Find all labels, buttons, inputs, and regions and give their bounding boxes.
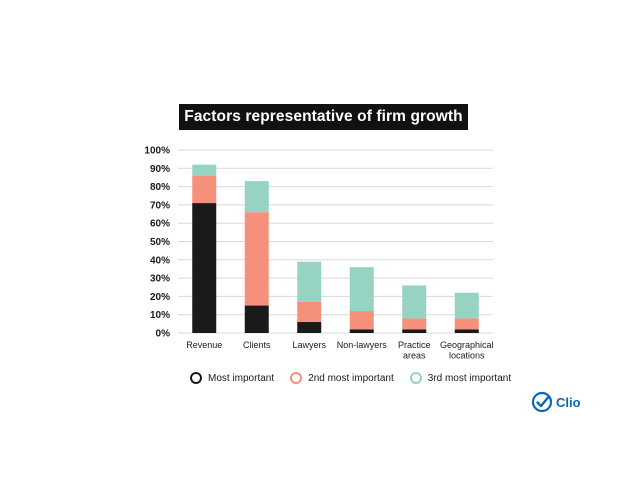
legend-item-most-important: Most important (190, 372, 274, 384)
bar-segment (454, 329, 479, 333)
legend-marker-2nd-most-important (290, 372, 303, 384)
x-category-label: Clients (243, 340, 271, 350)
y-tick-label: 30% (150, 274, 170, 285)
bar-segment (192, 175, 217, 204)
bar-segment (297, 301, 322, 323)
legend-item-2nd-most-important: 2nd most important (290, 372, 394, 384)
y-tick-label: 80% (150, 182, 170, 193)
legend-marker-most-important (190, 372, 202, 384)
x-category-label: Non-lawyers (337, 340, 388, 350)
chart-legend: Most important 2nd most important 3rd mo… (190, 370, 527, 386)
y-tick-label: 60% (150, 219, 170, 230)
bar-segment (402, 329, 427, 333)
bar-segment (244, 212, 269, 306)
legend-label: 3rd most important (427, 372, 512, 384)
x-category-label: Lawyers (292, 340, 326, 350)
legend-marker-3rd-most-important (409, 372, 422, 384)
y-tick-label: 0% (156, 329, 171, 340)
y-tick-label: 90% (150, 164, 170, 175)
x-category-label: locations (449, 351, 485, 361)
bar-segment (192, 203, 217, 333)
clio-logo: Clio (531, 391, 581, 413)
legend-label: Most important (208, 372, 275, 384)
bar-segment (192, 164, 217, 176)
bar-segment (402, 285, 427, 319)
y-tick-label: 20% (150, 292, 170, 303)
bar-segment (454, 292, 479, 319)
logo-wordmark: Clio (556, 394, 581, 410)
y-tick-label: 40% (150, 255, 170, 266)
y-tick-label: 100% (144, 146, 170, 157)
legend-label: 2nd most important (308, 372, 394, 384)
bar-segment (349, 329, 374, 333)
bar-segment (402, 318, 427, 330)
x-category-label: areas (403, 351, 426, 361)
chart-title: Factors representative of firm growth (179, 104, 468, 130)
x-category-label: Practice (398, 340, 431, 350)
x-category-label: Revenue (186, 340, 222, 350)
legend-item-3rd-most-important: 3rd most important (409, 372, 512, 384)
bar-segment (244, 181, 269, 213)
bar-segment (454, 318, 479, 330)
bar-segment (349, 267, 374, 312)
bar-segment (349, 311, 374, 330)
x-category-label: Geographical (440, 340, 494, 350)
y-tick-label: 50% (150, 237, 170, 248)
bar-segment (297, 261, 322, 302)
bar-segment (297, 322, 322, 333)
y-tick-label: 10% (150, 310, 170, 321)
y-tick-label: 70% (150, 200, 170, 211)
checkmark-circle-icon (531, 391, 553, 413)
bar-segment (244, 305, 269, 333)
